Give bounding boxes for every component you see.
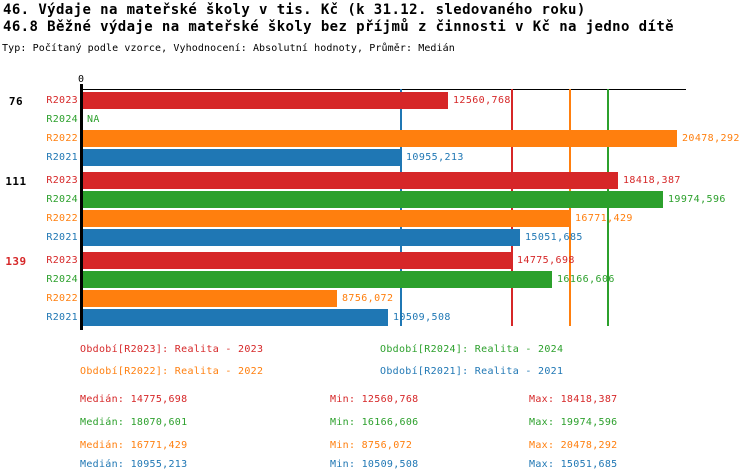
series-label-r2023: R2023 (46, 255, 78, 266)
bar-value-label: 12560,768 (453, 95, 511, 106)
stat-max-r2022: Max: 20478,292 (529, 440, 618, 451)
axis-zero-label: 0 (77, 74, 85, 85)
bar-value-label: 10955,213 (406, 152, 464, 163)
group-label-139: 139 (5, 255, 27, 268)
stat-median-r2021: Medián: 10955,213 (80, 459, 188, 470)
bar-111-r2024 (83, 191, 663, 208)
group-label-111: 111 (5, 175, 27, 188)
series-label-r2024: R2024 (46, 274, 78, 285)
series-label-r2023: R2023 (46, 175, 78, 186)
legend-item-r2021: Období[R2021]: Realita - 2021 (380, 366, 564, 377)
bar-value-label: 18418,387 (623, 175, 681, 186)
legend-item-r2022: Období[R2022]: Realita - 2022 (80, 366, 264, 377)
x-axis-top-line (80, 89, 686, 90)
stat-min-r2022: Min: 8756,072 (330, 440, 413, 451)
series-label-r2024: R2024 (46, 114, 78, 125)
series-label-r2022: R2022 (46, 213, 78, 224)
stat-max-r2024: Max: 19974,596 (529, 417, 618, 428)
bar-value-label-na: NA (87, 114, 100, 125)
series-label-r2024: R2024 (46, 194, 78, 205)
bar-value-label: 20478,292 (682, 133, 740, 144)
series-label-r2023: R2023 (46, 95, 78, 106)
bar-111-r2023 (83, 172, 618, 189)
bar-111-r2021 (83, 229, 520, 246)
bar-value-label: 8756,072 (342, 293, 394, 304)
bar-139-r2021 (83, 309, 388, 326)
bar-76-r2023 (83, 92, 448, 109)
stat-median-r2022: Medián: 16771,429 (80, 440, 188, 451)
stat-min-r2023: Min: 12560,768 (330, 394, 419, 405)
bar-139-r2022 (83, 290, 337, 307)
y-axis-line (80, 84, 83, 330)
bar-value-label: 16771,429 (575, 213, 633, 224)
stat-max-r2021: Max: 15051,685 (529, 459, 618, 470)
series-label-r2021: R2021 (46, 232, 78, 243)
stat-min-r2021: Min: 10509,508 (330, 459, 419, 470)
bar-139-r2024 (83, 271, 552, 288)
report-title: 46. Výdaje na mateřské školy v tis. Kč (… (3, 2, 586, 18)
stat-max-r2023: Max: 18418,387 (529, 394, 618, 405)
bar-139-r2023 (83, 252, 512, 269)
bar-111-r2022 (83, 210, 570, 227)
bar-76-r2021 (83, 149, 401, 166)
bar-value-label: 14775,698 (517, 255, 575, 266)
report-meta-line: Typ: Počítaný podle vzorce, Vyhodnocení:… (2, 43, 455, 54)
series-label-r2021: R2021 (46, 312, 78, 323)
group-label-76: 76 (8, 95, 24, 108)
report-subtitle: 46.8 Běžné výdaje na mateřské školy bez … (3, 19, 674, 35)
bar-value-label: 15051,685 (525, 232, 583, 243)
bar-value-label: 10509,508 (393, 312, 451, 323)
bar-value-label: 19974,596 (668, 194, 726, 205)
bar-76-r2022 (83, 130, 677, 147)
legend-item-r2023: Období[R2023]: Realita - 2023 (80, 344, 264, 355)
series-label-r2022: R2022 (46, 133, 78, 144)
series-label-r2021: R2021 (46, 152, 78, 163)
legend-item-r2024: Období[R2024]: Realita - 2024 (380, 344, 564, 355)
stat-min-r2024: Min: 16166,606 (330, 417, 419, 428)
stat-median-r2023: Medián: 14775,698 (80, 394, 188, 405)
series-label-r2022: R2022 (46, 293, 78, 304)
bar-value-label: 16166,606 (557, 274, 615, 285)
stat-median-r2024: Medián: 18070,601 (80, 417, 188, 428)
